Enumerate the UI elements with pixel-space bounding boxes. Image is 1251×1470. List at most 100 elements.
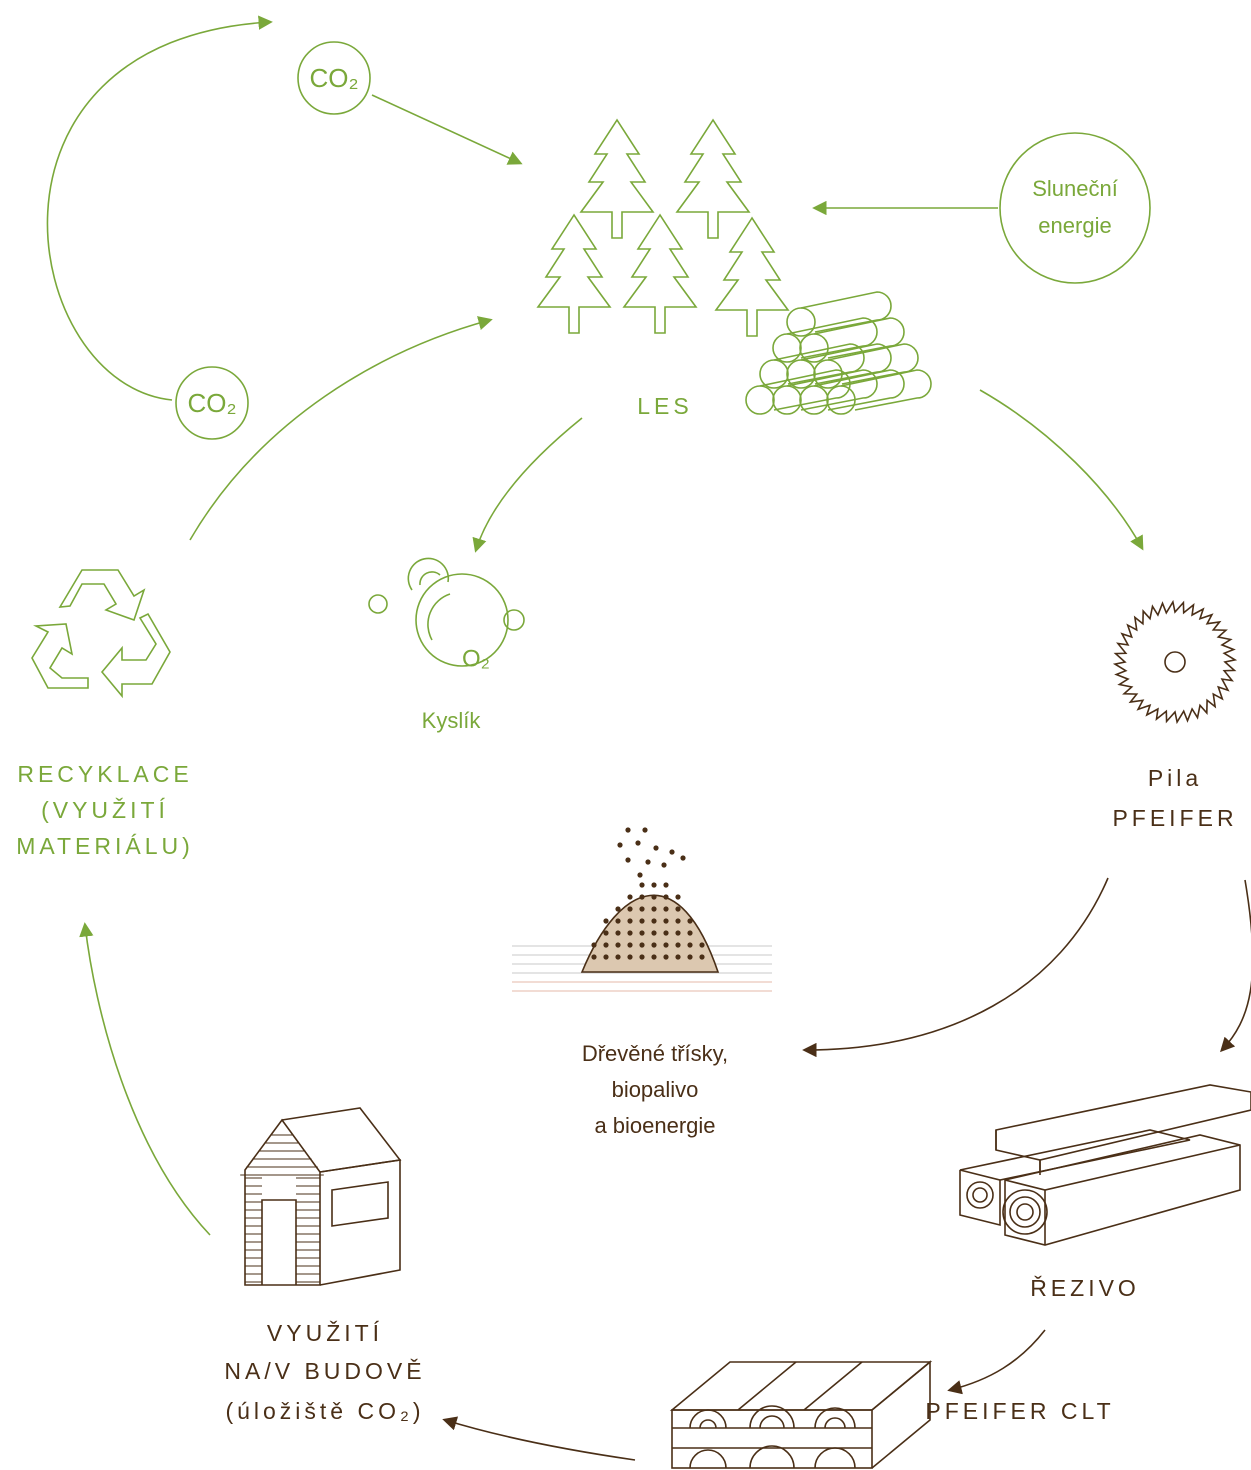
chips-pile-icon-part [639,894,644,899]
chips-pile-icon-part [627,954,632,959]
chips-pile-icon-part [687,942,692,947]
shape [102,614,170,696]
body: CO₂ CO₂ Sluneční energie LES O₂ Kyslík R… [0,0,1251,1470]
recycling-label: (VYUŽITÍ [41,797,169,823]
chips-pile-icon-part [651,894,656,899]
shape [738,1362,862,1410]
chips-pile-icon-part [653,845,658,850]
shape [960,1130,1190,1180]
shape [996,1085,1251,1160]
recycling-label: RECYKLACE [17,761,192,787]
shape [805,878,1108,1050]
shape [85,925,210,1235]
saw-icon [1115,602,1235,722]
chips-pile-icon-part [675,954,680,959]
shape [1165,652,1185,672]
shape [60,570,144,620]
chips-pile-icon-part [627,942,632,947]
chips-pile-icon-part [663,894,668,899]
chips-pile-icon-part [651,882,656,887]
oxygen-symbol: O₂ [462,645,490,672]
shape [624,215,696,333]
chips-pile-icon-part [663,918,668,923]
chips-pile-icon-part [627,906,632,911]
shape [476,418,582,550]
co2-top: CO₂ [298,42,370,114]
shape [262,1200,296,1285]
recycle-icon [32,570,170,696]
chips-pile-icon-part [651,930,656,935]
chips-pile-icon-part [603,942,608,947]
chips-pile-icon-part [661,862,666,867]
shape [1222,880,1251,1050]
chips-pile-icon-part [603,918,608,923]
chips-pile-icon-part [591,954,596,959]
shape [1017,1204,1033,1220]
chips-pile-icon-part [625,857,630,862]
shape [445,1420,635,1460]
shape [716,218,788,336]
chips-pile-icon-part [687,954,692,959]
chips-pile-icon-part [615,954,620,959]
shape [967,1182,993,1208]
shape [408,558,448,590]
shape [1003,1190,1047,1234]
logs-icon-part [746,386,774,414]
shape [332,1182,388,1226]
chips-pile-icon-part [615,906,620,911]
chips-pile-icon-part [642,827,647,832]
sun-label: Sluneční [1032,176,1118,201]
shape [372,95,520,163]
chips-pile-icon-part [635,840,640,845]
forest-icon [538,120,788,336]
shape [672,1410,872,1468]
shape [47,22,270,400]
chips-pile-icon-part [615,930,620,935]
chips-pile-icon-part [651,942,656,947]
building-label: VYUŽITÍ [267,1320,383,1346]
chips-pile-icon-part [639,906,644,911]
saw-icon-part [1115,602,1235,722]
chips-pile-icon-part [687,930,692,935]
shape [677,120,749,238]
chips-pile-icon-part [651,918,656,923]
chips-pile-icon-part [699,942,704,947]
sawmill-label: PFEIFER [1112,805,1237,831]
clt-label: PFEIFER CLT [925,1398,1114,1424]
chips-pile-icon-part [639,882,644,887]
chips-pile-icon-part [663,930,668,935]
chips-pile-icon-part [617,842,622,847]
house-icon [240,1108,400,1285]
co2-left: CO₂ [176,367,248,439]
chips-pile-icon-part [687,918,692,923]
shape [428,594,450,640]
shape [32,624,88,688]
co2-label: CO₂ [187,388,236,418]
chips-pile-icon-part [639,918,644,923]
chips-pile-icon-part [645,859,650,864]
shape [973,1188,987,1202]
page: Wood cycle {"co2_top": "CO₂", "sun": ["S… [0,0,1251,1470]
chips-pile-icon-part [675,894,680,899]
oxygen-label: Kyslík [422,708,482,733]
chips-pile-icon-part [680,855,685,860]
shape [582,895,718,972]
diagram: CO₂ CO₂ Sluneční energie LES O₂ Kyslík R… [0,0,1251,1470]
chips-pile-icon-part [639,942,644,947]
chips-pile-icon-part [627,930,632,935]
shape [950,1330,1045,1390]
sun-label: energie [1038,213,1111,238]
chips-pile-icon-part [651,906,656,911]
lumber-icon [960,1085,1251,1245]
oxygen-icon: O₂ [369,558,524,672]
sawmill-label: Pila [1148,765,1202,791]
shape [980,390,1142,548]
co2-label: CO₂ [309,63,358,93]
chips-pile-icon-part [615,918,620,923]
chips-pile-icon-part [637,872,642,877]
building-label: (úložiště CO₂) [225,1398,424,1424]
chips-pile-icon-part [603,954,608,959]
forest-label: LES [637,393,692,419]
chips-pile-icon-part [699,954,704,959]
chips-pile-icon-part [675,906,680,911]
